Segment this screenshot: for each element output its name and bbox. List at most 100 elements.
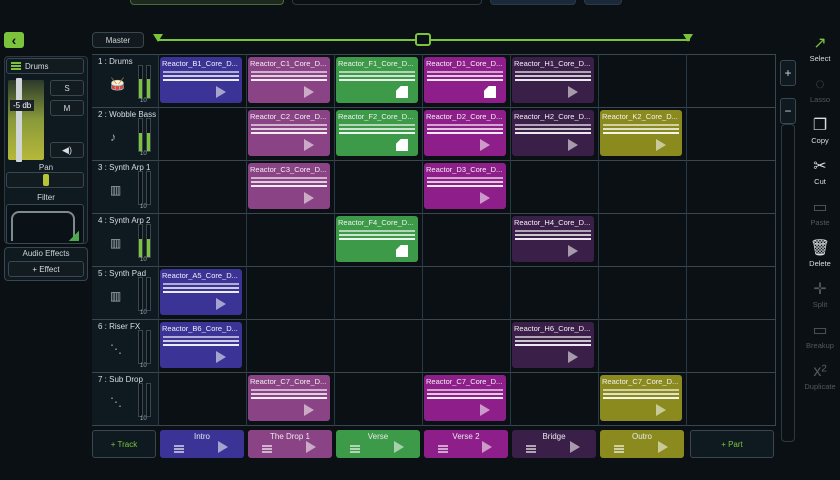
play-icon[interactable] xyxy=(304,139,314,151)
clip[interactable]: Reactor_C3_Core_D... xyxy=(248,163,330,209)
clip[interactable]: Reactor_K2_Core_D... xyxy=(600,110,682,156)
track-header[interactable]: 6 : Riser FX ⋱ 10 xyxy=(92,320,158,372)
clip[interactable]: Reactor_C7_Core_D... xyxy=(600,375,682,421)
tool-duplicate[interactable]: x² Duplicate xyxy=(802,362,838,391)
add-track-button[interactable]: + Track xyxy=(92,430,156,458)
back-button[interactable]: ‹ xyxy=(4,32,24,48)
play-icon[interactable] xyxy=(656,139,666,151)
clip[interactable]: Reactor_D1_Core_D... xyxy=(424,57,506,103)
tool-paste[interactable]: ▭ Paste xyxy=(802,198,838,227)
play-icon[interactable] xyxy=(482,441,492,453)
master-button[interactable]: Master xyxy=(92,32,144,48)
play-icon[interactable] xyxy=(394,441,404,453)
track-header[interactable]: 7 : Sub Drop ⋱ 10 xyxy=(92,373,158,425)
menu-icon[interactable] xyxy=(174,445,184,453)
clip[interactable]: Reactor_A5_Core_D... xyxy=(160,269,242,315)
add-effect-button[interactable]: + Effect xyxy=(8,261,84,277)
clip[interactable]: Reactor_F4_Core_D... xyxy=(336,216,418,262)
play-icon[interactable] xyxy=(216,86,226,98)
play-icon[interactable] xyxy=(568,351,578,363)
monitor-button[interactable]: ◀) xyxy=(50,142,84,158)
top-segment[interactable] xyxy=(130,0,284,5)
tool-breakup[interactable]: ▭ Breakup xyxy=(802,321,838,350)
top-segment[interactable] xyxy=(292,0,482,5)
play-icon[interactable] xyxy=(480,139,490,151)
clip[interactable]: Reactor_D2_Core_D... xyxy=(424,110,506,156)
clip[interactable]: Reactor_H1_Core_D... xyxy=(512,57,594,103)
tool-select[interactable]: ↗ Select xyxy=(802,34,838,63)
track-header[interactable]: 3 : Synth Arp 1 ▥ 10 xyxy=(92,161,158,213)
clip[interactable]: Reactor_C2_Core_D... xyxy=(248,110,330,156)
menu-icon[interactable] xyxy=(526,445,536,453)
play-icon[interactable] xyxy=(570,441,580,453)
volume-fader-handle[interactable] xyxy=(16,78,22,162)
clip[interactable]: Reactor_F1_Core_D... xyxy=(336,57,418,103)
stop-icon[interactable] xyxy=(484,86,496,98)
scene-button[interactable]: The Drop 1 xyxy=(248,430,332,458)
scene-button[interactable]: Outro xyxy=(600,430,684,458)
play-icon[interactable] xyxy=(656,404,666,416)
clip[interactable]: Reactor_C7_Core_D... xyxy=(424,375,506,421)
track-header[interactable]: 4 : Synth Arp 2 ▥ 10 xyxy=(92,214,158,266)
track-header[interactable]: 2 : Wobble Bass ♪ 10 xyxy=(92,108,158,160)
play-icon[interactable] xyxy=(306,441,316,453)
clip[interactable]: Reactor_H6_Core_D... xyxy=(512,322,594,368)
menu-icon[interactable] xyxy=(262,445,272,453)
loop-icon[interactable] xyxy=(415,33,431,46)
play-icon[interactable] xyxy=(480,404,490,416)
loop-start-marker[interactable] xyxy=(153,34,163,42)
track-selector[interactable]: Drums xyxy=(6,58,84,74)
volume-fader[interactable] xyxy=(8,80,44,160)
tool-cut[interactable]: ✂ Cut xyxy=(802,157,838,186)
scene-button[interactable]: Bridge xyxy=(512,430,596,458)
stop-icon[interactable] xyxy=(396,245,408,257)
tool-lasso[interactable]: ◌ Lasso xyxy=(802,75,838,104)
pan-slider-thumb[interactable] xyxy=(43,174,49,186)
mute-button[interactable]: M xyxy=(50,100,84,116)
clip[interactable]: Reactor_H2_Core_D... xyxy=(512,110,594,156)
play-icon[interactable] xyxy=(480,192,490,204)
play-icon[interactable] xyxy=(568,245,578,257)
play-icon[interactable] xyxy=(568,139,578,151)
menu-icon xyxy=(11,62,21,70)
zoom-in-button[interactable]: + xyxy=(780,60,796,86)
pan-slider[interactable] xyxy=(6,172,84,188)
track-header[interactable]: 1 : Drums 🥁 10 xyxy=(92,55,158,107)
loop-end-marker[interactable] xyxy=(683,34,693,42)
menu-icon[interactable] xyxy=(438,445,448,453)
play-icon[interactable] xyxy=(216,351,226,363)
clip[interactable]: Reactor_C7_Core_D... xyxy=(248,375,330,421)
stop-icon[interactable] xyxy=(396,86,408,98)
solo-button[interactable]: S xyxy=(50,80,84,96)
filter-display[interactable] xyxy=(6,204,84,244)
play-icon[interactable] xyxy=(304,192,314,204)
menu-icon[interactable] xyxy=(350,445,360,453)
waveform xyxy=(163,79,239,81)
clip[interactable]: Reactor_B1_Core_D... xyxy=(160,57,242,103)
vertical-scrollbar[interactable] xyxy=(781,124,795,442)
clip[interactable]: Reactor_B6_Core_D... xyxy=(160,322,242,368)
play-icon[interactable] xyxy=(304,86,314,98)
play-icon[interactable] xyxy=(568,86,578,98)
scene-button[interactable]: Verse 2 xyxy=(424,430,508,458)
track-header[interactable]: 5 : Synth Pad ▥ 10 xyxy=(92,267,158,319)
clip[interactable]: Reactor_D3_Core_D... xyxy=(424,163,506,209)
stop-icon[interactable] xyxy=(396,139,408,151)
tool-delete[interactable]: 🗑 Delete xyxy=(802,239,838,268)
zoom-out-button[interactable]: − xyxy=(780,98,796,124)
play-icon[interactable] xyxy=(218,441,228,453)
top-segment[interactable] xyxy=(584,0,622,5)
clip[interactable]: Reactor_F2_Core_D... xyxy=(336,110,418,156)
top-segment[interactable] xyxy=(490,0,576,5)
tool-copy[interactable]: ❐ Copy xyxy=(802,116,838,145)
play-icon[interactable] xyxy=(304,404,314,416)
clip[interactable]: Reactor_C1_Core_D... xyxy=(248,57,330,103)
scene-button[interactable]: Verse xyxy=(336,430,420,458)
play-icon[interactable] xyxy=(216,298,226,310)
play-icon[interactable] xyxy=(658,441,668,453)
clip[interactable]: Reactor_H4_Core_D... xyxy=(512,216,594,262)
menu-icon[interactable] xyxy=(614,445,624,453)
add-part-button[interactable]: + Part xyxy=(690,430,774,458)
scene-button[interactable]: Intro xyxy=(160,430,244,458)
tool-split[interactable]: ✛ Split xyxy=(802,280,838,309)
